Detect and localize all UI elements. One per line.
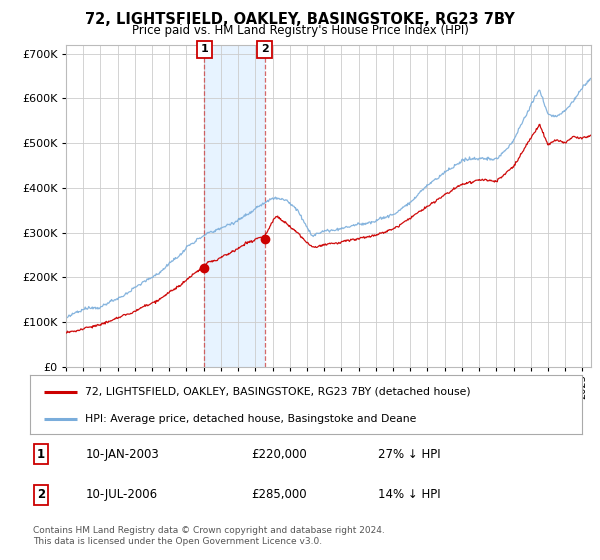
Text: Price paid vs. HM Land Registry's House Price Index (HPI): Price paid vs. HM Land Registry's House … xyxy=(131,24,469,37)
Text: 2: 2 xyxy=(261,44,269,54)
Text: 72, LIGHTSFIELD, OAKLEY, BASINGSTOKE, RG23 7BY: 72, LIGHTSFIELD, OAKLEY, BASINGSTOKE, RG… xyxy=(85,12,515,27)
Text: 72, LIGHTSFIELD, OAKLEY, BASINGSTOKE, RG23 7BY (detached house): 72, LIGHTSFIELD, OAKLEY, BASINGSTOKE, RG… xyxy=(85,386,471,396)
Text: 27% ↓ HPI: 27% ↓ HPI xyxy=(378,447,440,461)
Text: £220,000: £220,000 xyxy=(251,447,307,461)
Text: HPI: Average price, detached house, Basingstoke and Deane: HPI: Average price, detached house, Basi… xyxy=(85,414,416,424)
Text: 2: 2 xyxy=(37,488,45,501)
Text: £285,000: £285,000 xyxy=(251,488,307,501)
Text: 1: 1 xyxy=(37,447,45,461)
Text: 10-JAN-2003: 10-JAN-2003 xyxy=(85,447,159,461)
Text: 10-JUL-2006: 10-JUL-2006 xyxy=(85,488,157,501)
Text: Contains HM Land Registry data © Crown copyright and database right 2024.
This d: Contains HM Land Registry data © Crown c… xyxy=(33,526,385,546)
Text: 1: 1 xyxy=(200,44,208,54)
Text: 14% ↓ HPI: 14% ↓ HPI xyxy=(378,488,440,501)
